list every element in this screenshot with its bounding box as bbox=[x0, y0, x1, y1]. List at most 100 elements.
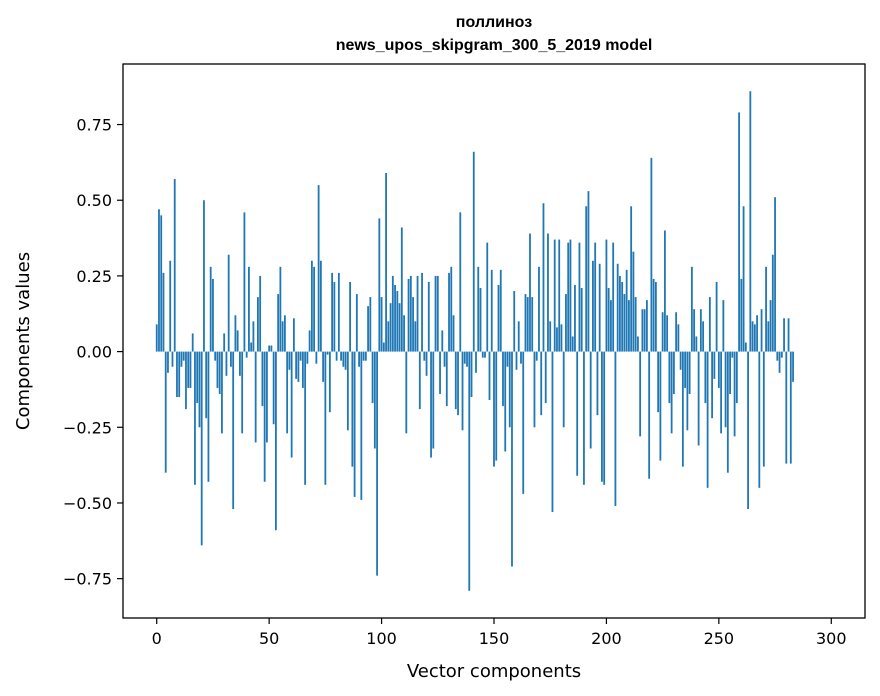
bar bbox=[520, 351, 522, 364]
bar bbox=[337, 272, 340, 352]
bar bbox=[376, 351, 378, 576]
bar bbox=[567, 242, 570, 352]
y-tick-label: 0.50 bbox=[76, 191, 112, 210]
bar bbox=[699, 309, 702, 352]
bar bbox=[387, 321, 390, 352]
bar bbox=[407, 278, 410, 352]
bar bbox=[346, 351, 349, 431]
bar bbox=[304, 351, 307, 485]
bar bbox=[427, 281, 430, 352]
bar bbox=[724, 351, 727, 428]
x-tick-label: 100 bbox=[366, 629, 397, 648]
bar bbox=[234, 315, 237, 352]
y-tick-label: −0.50 bbox=[63, 494, 112, 513]
bar bbox=[178, 351, 181, 398]
bar bbox=[250, 342, 253, 352]
bar bbox=[711, 351, 713, 419]
bar bbox=[639, 351, 642, 437]
bar bbox=[225, 351, 228, 376]
bar bbox=[648, 351, 651, 479]
bars-group bbox=[155, 91, 794, 591]
bar bbox=[308, 330, 311, 352]
bar bbox=[380, 297, 383, 352]
bar bbox=[603, 351, 606, 485]
bar bbox=[299, 351, 302, 361]
bar bbox=[421, 272, 423, 352]
bar bbox=[524, 294, 527, 352]
bar bbox=[196, 351, 199, 404]
bar bbox=[466, 351, 468, 367]
bar bbox=[515, 351, 518, 370]
bar bbox=[394, 284, 396, 352]
bar bbox=[502, 351, 504, 407]
bar bbox=[236, 330, 239, 352]
bar bbox=[418, 351, 421, 410]
bar bbox=[176, 351, 178, 398]
bar bbox=[259, 275, 262, 352]
bar bbox=[373, 351, 376, 449]
bar bbox=[612, 242, 615, 352]
bar bbox=[495, 351, 498, 461]
bar bbox=[695, 336, 698, 352]
bar bbox=[409, 275, 412, 352]
bar bbox=[637, 336, 639, 352]
bar bbox=[328, 351, 331, 413]
bar bbox=[569, 239, 572, 352]
bar bbox=[756, 315, 758, 352]
bar bbox=[475, 351, 477, 373]
bar bbox=[364, 351, 367, 361]
bar bbox=[470, 351, 473, 398]
bar bbox=[158, 209, 160, 352]
bar bbox=[677, 324, 680, 352]
bar bbox=[681, 351, 684, 467]
bar bbox=[443, 351, 446, 367]
bar bbox=[529, 233, 531, 352]
bar bbox=[623, 294, 626, 352]
bar bbox=[450, 266, 453, 352]
bar bbox=[257, 297, 259, 352]
bar bbox=[371, 351, 374, 404]
bar bbox=[675, 312, 678, 352]
bar bbox=[423, 351, 426, 361]
bar bbox=[553, 239, 556, 352]
bar bbox=[490, 269, 493, 352]
bar bbox=[594, 242, 597, 352]
bar bbox=[169, 260, 172, 352]
bar bbox=[322, 351, 325, 382]
bar bbox=[481, 351, 484, 358]
bar bbox=[578, 242, 581, 352]
bar bbox=[367, 306, 369, 352]
bar bbox=[162, 272, 165, 352]
bar bbox=[533, 351, 536, 428]
bar bbox=[760, 309, 763, 352]
bar bbox=[245, 351, 248, 358]
bar bbox=[789, 351, 792, 464]
bar bbox=[657, 351, 660, 413]
bar bbox=[722, 300, 725, 352]
bar bbox=[355, 294, 358, 352]
bar bbox=[479, 288, 482, 352]
bar bbox=[628, 300, 630, 352]
bar bbox=[787, 318, 790, 352]
bar bbox=[248, 266, 250, 352]
bar bbox=[497, 284, 500, 352]
bar bbox=[472, 151, 475, 352]
bar bbox=[542, 203, 545, 352]
bar bbox=[218, 351, 221, 394]
bar bbox=[164, 351, 167, 473]
bar bbox=[290, 351, 293, 458]
bar bbox=[632, 251, 635, 352]
bar bbox=[531, 297, 534, 352]
bar bbox=[616, 263, 619, 352]
bar bbox=[468, 351, 471, 591]
bar bbox=[686, 351, 689, 431]
bar bbox=[558, 239, 561, 352]
bar bbox=[180, 351, 183, 367]
bar bbox=[301, 351, 304, 388]
bar bbox=[484, 351, 486, 358]
chart-title: поллиноз bbox=[456, 14, 532, 31]
bar bbox=[182, 351, 185, 361]
y-tick-label: −0.75 bbox=[63, 570, 112, 589]
bar bbox=[513, 291, 516, 352]
bar bbox=[281, 321, 284, 352]
